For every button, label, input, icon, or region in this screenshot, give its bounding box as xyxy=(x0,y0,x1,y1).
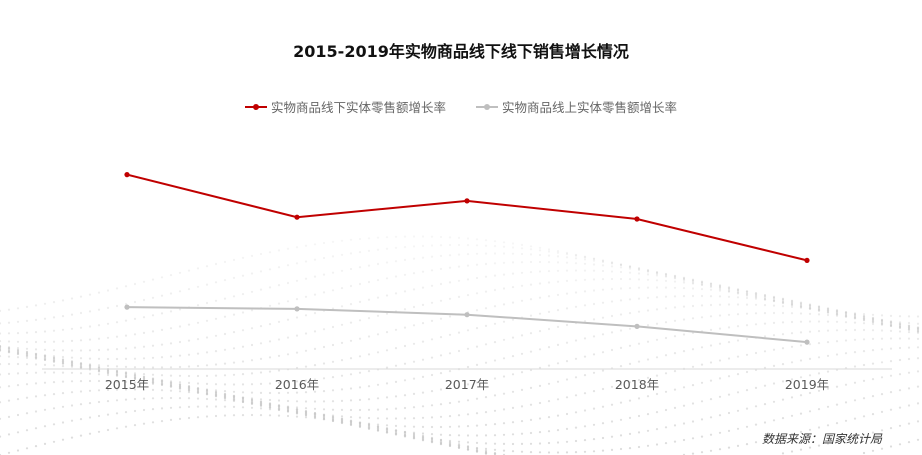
x-tick-label: 2015年 xyxy=(105,377,149,392)
chart-legend: 实物商品线下实体零售额增长率 实物商品线上实体零售额增长率 xyxy=(0,97,922,116)
legend-label-online: 实物商品线上实体零售额增长率 xyxy=(502,100,678,115)
legend-item-offline: 实物商品线下实体零售额增长率 xyxy=(244,97,446,116)
data-point xyxy=(124,172,130,178)
x-tick-label: 2016年 xyxy=(275,377,319,392)
x-tick-label: 2019年 xyxy=(785,377,829,392)
data-point xyxy=(634,323,640,329)
legend-item-online: 实物商品线上实体零售额增长率 xyxy=(476,97,677,116)
legend-swatch-online xyxy=(476,102,498,112)
data-point xyxy=(804,339,810,345)
chart-title: 2015-2019年实物商品线下线下销售增长情况 xyxy=(293,42,629,61)
x-tick-label: 2018年 xyxy=(615,377,659,392)
legend-label-offline: 实物商品线下实体零售额增长率 xyxy=(270,100,446,115)
legend-swatch-offline xyxy=(244,102,267,112)
data-point xyxy=(634,216,640,222)
data-point xyxy=(294,214,300,220)
data-point xyxy=(804,257,810,263)
data-point xyxy=(464,312,470,318)
series-line-0 xyxy=(126,173,808,262)
data-source-note: 数据来源：国家统计局 xyxy=(761,432,882,446)
data-point xyxy=(124,304,130,310)
x-tick-label: 2017年 xyxy=(445,377,489,392)
data-point xyxy=(464,198,470,204)
data-point xyxy=(294,306,300,312)
